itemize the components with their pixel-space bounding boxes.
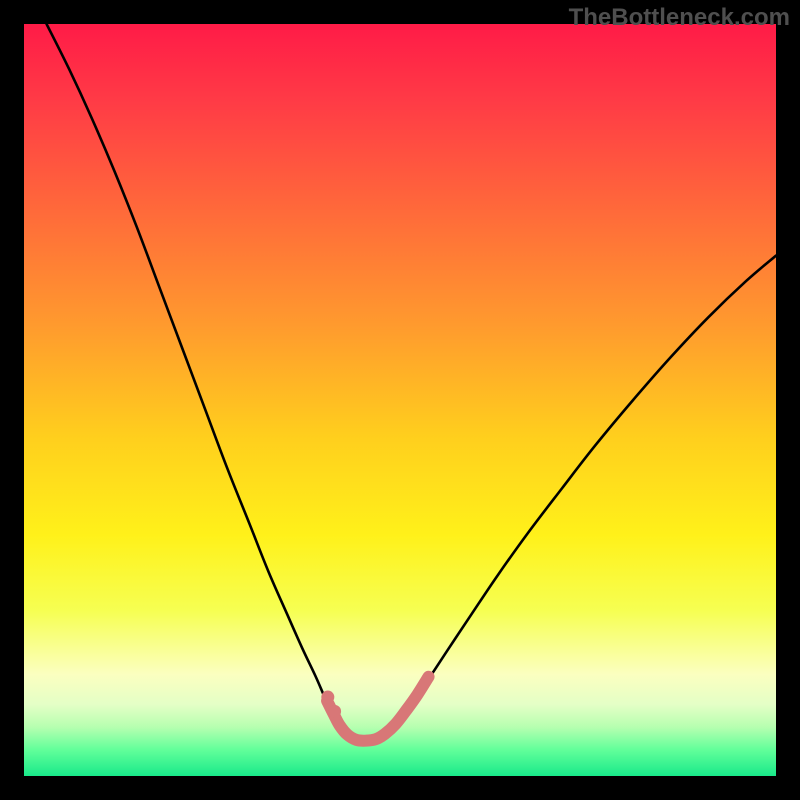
bottleneck-chart-svg [0, 0, 800, 800]
plot-area [24, 24, 776, 776]
gradient-background [24, 24, 776, 776]
trough-dot [328, 705, 341, 718]
chart-stage: TheBottleneck.com [0, 0, 800, 800]
trough-dot [321, 691, 334, 704]
